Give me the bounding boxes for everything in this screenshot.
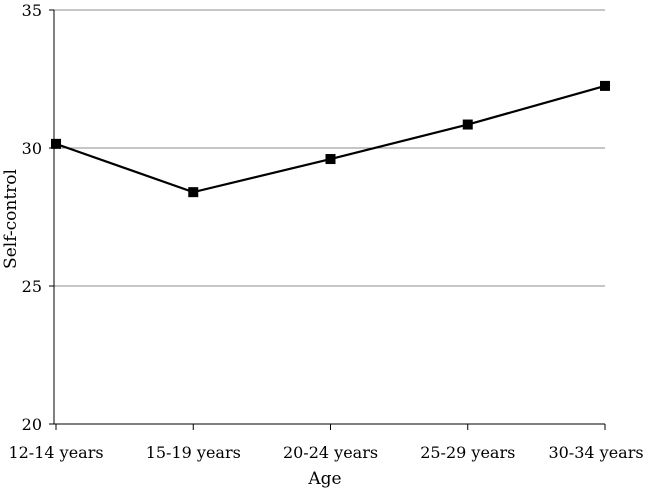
data-point-3 xyxy=(462,119,473,130)
series-line-0 xyxy=(55,84,606,194)
data-point-2 xyxy=(325,154,336,165)
x-tick-label-1: 15-19 years xyxy=(146,443,241,462)
y-tick-label-0: 20 xyxy=(22,415,42,434)
axes xyxy=(53,10,605,425)
data-point-4 xyxy=(600,80,610,91)
y-axis-title: Self-control xyxy=(1,169,21,269)
x-tick-label-0: 12-14 years xyxy=(8,443,103,462)
y-tick-label-3: 35 xyxy=(22,1,42,20)
y-tick-labels: 20 25 30 35 xyxy=(22,1,54,434)
data-point-0 xyxy=(51,138,61,149)
data-point-1 xyxy=(188,187,199,198)
x-tick-label-4: 30-34 years xyxy=(548,443,643,462)
x-tick-label-2: 20-24 years xyxy=(283,443,378,462)
x-tick-labels: 12-14 years 15-19 years 20-24 years 25-29 y… xyxy=(8,424,644,462)
series-group xyxy=(51,80,610,198)
x-axis-title: Age xyxy=(307,469,341,489)
x-tick-label-3: 25-29 years xyxy=(420,443,515,462)
y-tick-label-1: 25 xyxy=(22,277,42,296)
y-tick-label-2: 30 xyxy=(22,139,42,158)
gridlines xyxy=(54,9,605,287)
